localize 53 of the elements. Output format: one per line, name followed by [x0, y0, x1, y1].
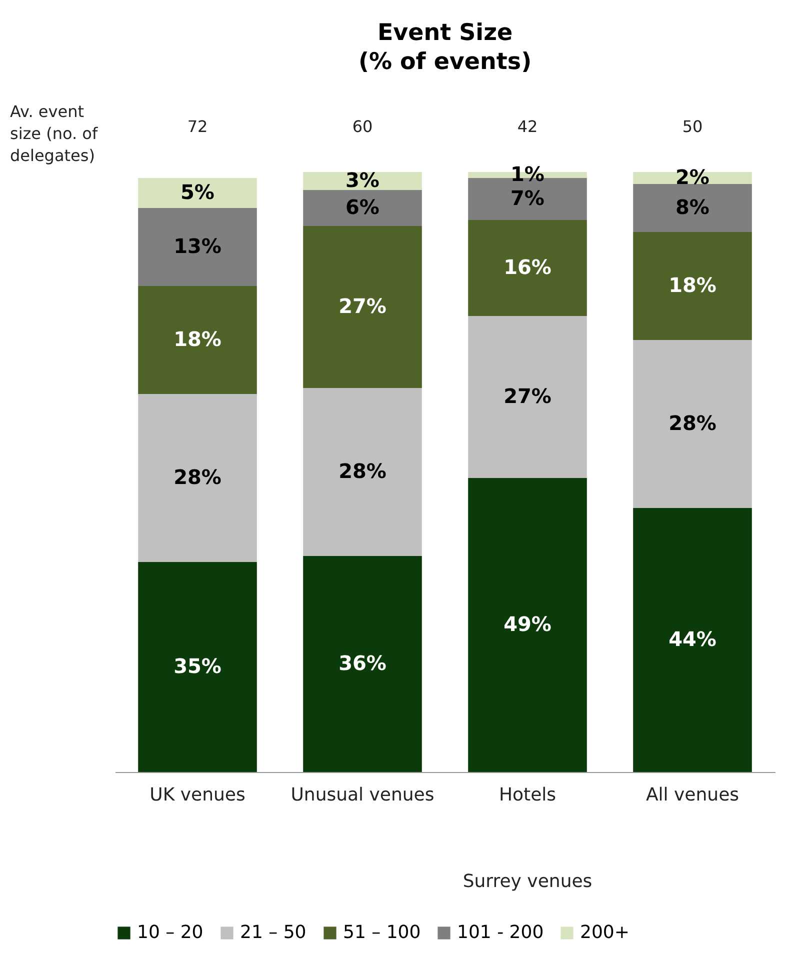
bar — [468, 316, 587, 478]
bar — [138, 208, 257, 286]
data-label: 27% — [338, 294, 386, 318]
legend-label: 21 – 50 — [240, 922, 306, 943]
data-label: 6% — [346, 195, 380, 219]
legend-label: 51 – 100 — [343, 922, 421, 943]
data-label: 8% — [676, 195, 710, 219]
data-label: 16% — [504, 255, 552, 279]
x-tick-label: Hotels — [498, 784, 556, 806]
text: 42 — [517, 117, 538, 136]
legend-label: 200+ — [580, 922, 630, 943]
text: 50 — [682, 117, 703, 136]
data-label: 13% — [174, 234, 222, 258]
data-label: 7% — [510, 186, 544, 210]
bar — [633, 184, 752, 232]
data-label: 18% — [174, 327, 222, 351]
bar — [633, 508, 752, 772]
text: 60 — [352, 117, 373, 136]
data-label: 28% — [338, 459, 386, 483]
chart-subtitle: (% of events) — [358, 49, 532, 75]
legend-label: 10 – 20 — [137, 922, 204, 943]
data-label: 3% — [346, 168, 380, 192]
x-tick-label: Unusual venues — [290, 784, 434, 806]
data-label: 18% — [668, 273, 716, 297]
bar — [303, 226, 422, 388]
bar — [303, 556, 422, 772]
text: Av. event size (no. of delegates) — [10, 102, 98, 165]
bar — [138, 286, 257, 394]
data-label: 35% — [174, 654, 222, 678]
data-label: 28% — [174, 465, 222, 489]
bar — [138, 178, 257, 208]
x-tick-label: All venues — [646, 784, 740, 806]
bar — [468, 220, 587, 316]
legend-label: 101 - 200 — [457, 922, 544, 943]
data-label: 1% — [510, 162, 544, 186]
data-label: 28% — [668, 411, 716, 435]
x-tick-label: UK venues — [150, 784, 246, 806]
data-label: 5% — [180, 180, 214, 204]
bar — [303, 190, 422, 226]
bar — [633, 232, 752, 340]
data-label: 36% — [338, 651, 386, 675]
data-label: 49% — [504, 612, 552, 636]
bar — [468, 478, 587, 772]
bar — [303, 388, 422, 556]
data-label: 44% — [668, 627, 716, 651]
bar — [138, 394, 257, 562]
chart-title: Event Size — [377, 20, 513, 46]
text: 72 — [187, 117, 208, 136]
bar — [138, 562, 257, 772]
text: Surrey venues — [462, 871, 592, 892]
data-label: 27% — [504, 384, 552, 408]
data-label: 2% — [676, 165, 710, 189]
bar — [633, 340, 752, 508]
